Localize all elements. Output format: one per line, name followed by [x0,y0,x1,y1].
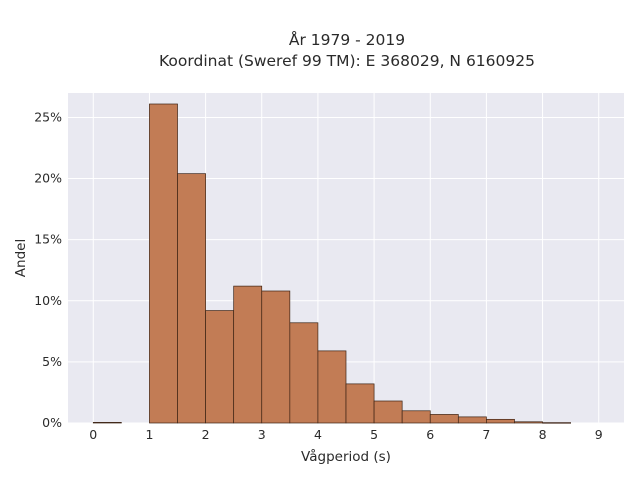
histogram-bar [429,414,459,424]
y-axis-ticks: 0% 5% 10% 15% 20% 25% [34,109,62,430]
histogram-bar [149,103,178,424]
x-tick-label: 2 [202,427,210,442]
histogram-bar [205,310,235,424]
x-tick-label: 4 [314,427,322,442]
y-tick-label: 5% [42,354,62,369]
histogram-bar [233,285,263,424]
chart-title-line-1: År 1979 - 2019 [289,30,405,49]
histogram-bar [317,350,347,424]
histogram-bar [373,400,403,424]
x-tick-label: 8 [539,427,547,442]
histogram-bar [401,410,431,424]
y-tick-label: 10% [34,293,62,308]
y-tick-label: 25% [34,109,62,124]
y-tick-label: 0% [42,415,62,430]
x-tick-label: 7 [482,427,490,442]
histogram-bar [514,421,543,424]
histogram-bar [261,290,291,424]
x-tick-label: 6 [426,427,434,442]
histogram-bar [457,416,487,424]
histogram-bar [345,383,375,424]
x-axis-title: Vågperiod (s) [301,448,391,465]
histogram-bar [177,173,206,424]
histogram-bar [289,322,319,424]
y-axis-title: Andel [13,239,29,277]
histogram-bar [486,418,515,424]
x-tick-label: 5 [370,427,378,442]
x-tick-label: 3 [258,427,266,442]
x-tick-label: 9 [595,427,603,442]
x-axis-ticks: 0 1 2 3 4 5 6 7 8 9 [89,427,602,442]
y-tick-label: 15% [34,232,62,247]
bars [92,103,571,424]
y-tick-label: 20% [34,171,62,186]
histogram-bar [92,422,122,424]
x-tick-label: 0 [89,427,97,442]
histogram-bar [542,422,571,424]
x-tick-label: 1 [145,427,153,442]
chart-title-line-2: Koordinat (Sweref 99 TM): E 368029, N 61… [159,52,535,70]
